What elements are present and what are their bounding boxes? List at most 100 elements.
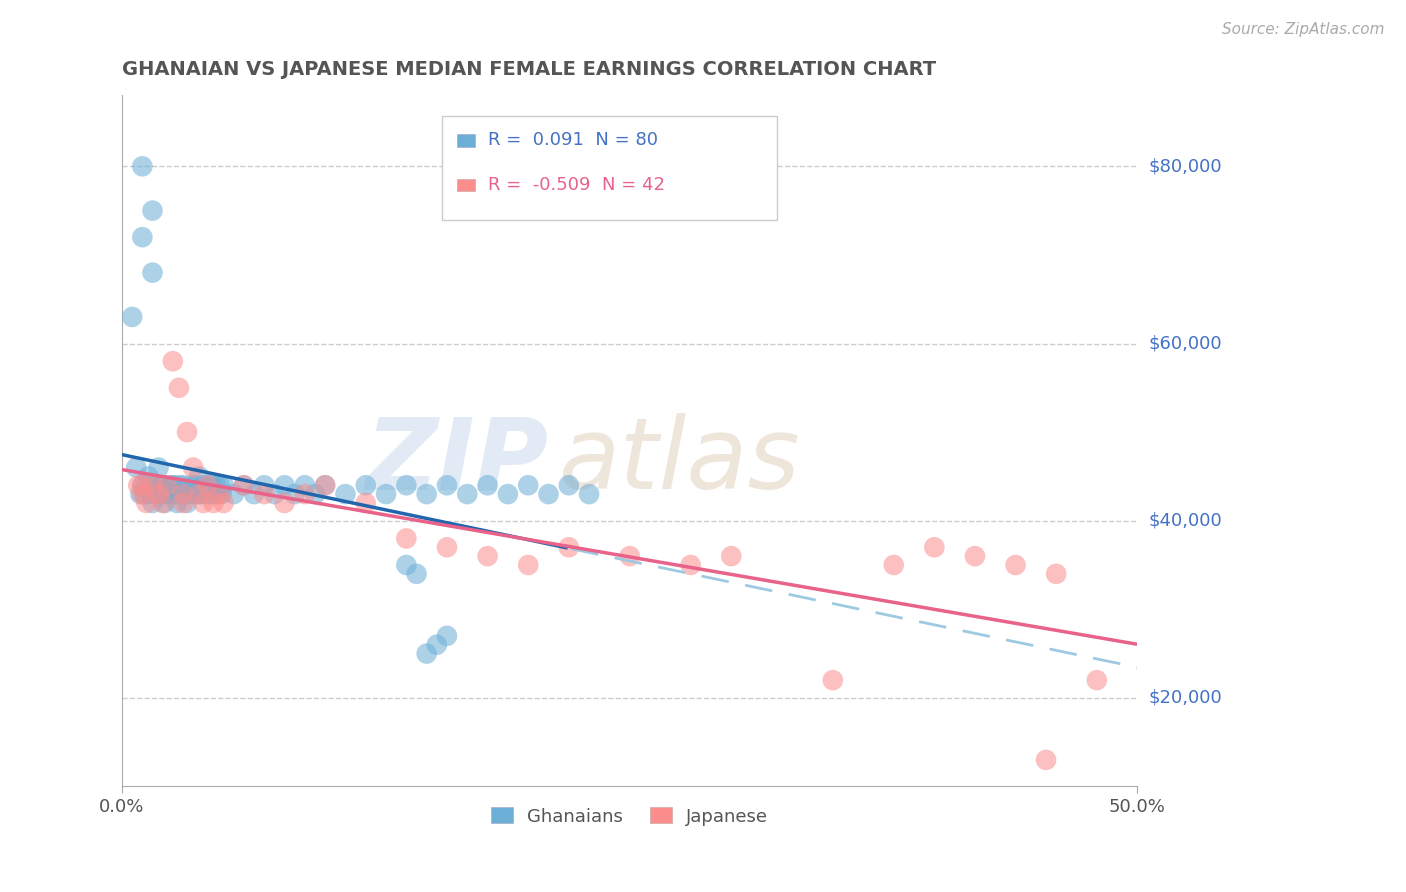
Point <box>415 487 437 501</box>
Point <box>190 487 212 501</box>
Text: GHANAIAN VS JAPANESE MEDIAN FEMALE EARNINGS CORRELATION CHART: GHANAIAN VS JAPANESE MEDIAN FEMALE EARNI… <box>122 60 936 78</box>
Point <box>174 487 197 501</box>
Text: $20,000: $20,000 <box>1149 689 1222 706</box>
Point <box>141 203 163 218</box>
Point <box>436 541 458 555</box>
Point <box>477 478 499 492</box>
Point <box>405 566 427 581</box>
Point <box>720 549 742 563</box>
Point <box>477 549 499 563</box>
Text: $40,000: $40,000 <box>1149 512 1222 530</box>
Point <box>163 487 186 501</box>
Point <box>149 487 172 501</box>
Point <box>354 496 377 510</box>
Point <box>162 478 184 492</box>
FancyBboxPatch shape <box>457 179 475 192</box>
Point <box>207 487 229 501</box>
Point <box>395 558 418 572</box>
Point <box>188 487 211 501</box>
Point <box>294 478 316 492</box>
Point <box>208 478 231 492</box>
Point <box>963 549 986 563</box>
Point <box>1004 558 1026 572</box>
Point <box>181 460 204 475</box>
Point <box>152 478 174 492</box>
Text: atlas: atlas <box>558 413 800 510</box>
Point <box>679 558 702 572</box>
Point <box>395 478 418 492</box>
Point <box>314 478 336 492</box>
Point <box>131 487 153 501</box>
Point <box>135 496 157 510</box>
Point <box>294 487 316 501</box>
Point <box>1045 566 1067 581</box>
Point <box>184 478 207 492</box>
Point <box>195 478 218 492</box>
Text: $80,000: $80,000 <box>1149 157 1222 176</box>
Point <box>172 487 194 501</box>
Point <box>211 487 233 501</box>
Point <box>121 310 143 324</box>
Point <box>148 460 170 475</box>
Point <box>188 469 211 483</box>
Point <box>193 478 215 492</box>
Point <box>517 478 540 492</box>
Point <box>558 541 581 555</box>
Point <box>129 487 152 501</box>
Point <box>167 381 190 395</box>
Point <box>253 478 276 492</box>
Point <box>354 478 377 492</box>
Point <box>883 558 905 572</box>
Point <box>134 487 156 501</box>
Point <box>135 478 157 492</box>
Point <box>152 478 174 492</box>
Point <box>212 496 235 510</box>
Point <box>198 487 221 501</box>
Point <box>335 487 357 501</box>
Point <box>157 478 180 492</box>
Point <box>426 638 449 652</box>
Point <box>186 487 208 501</box>
Point <box>314 478 336 492</box>
Point <box>145 487 167 501</box>
Point <box>180 478 202 492</box>
Point <box>222 487 245 501</box>
Point <box>159 487 181 501</box>
Point <box>172 478 194 492</box>
Point <box>202 496 225 510</box>
Point <box>141 496 163 510</box>
Point <box>172 487 194 501</box>
Point <box>141 266 163 280</box>
Point <box>131 230 153 244</box>
Point <box>162 354 184 368</box>
Point <box>131 159 153 173</box>
Point <box>176 496 198 510</box>
Point <box>578 487 600 501</box>
Point <box>436 629 458 643</box>
Point <box>304 487 326 501</box>
Point <box>131 478 153 492</box>
Point <box>202 487 225 501</box>
Point <box>1085 673 1108 688</box>
Point <box>375 487 398 501</box>
Point <box>170 487 193 501</box>
Point <box>139 487 162 501</box>
Point <box>517 558 540 572</box>
Point <box>162 478 184 492</box>
Point <box>537 487 560 501</box>
Point <box>273 478 295 492</box>
Text: Source: ZipAtlas.com: Source: ZipAtlas.com <box>1222 22 1385 37</box>
Point <box>232 478 254 492</box>
Point <box>143 478 166 492</box>
Point <box>195 478 218 492</box>
Point <box>558 478 581 492</box>
Point <box>148 487 170 501</box>
Point <box>156 478 179 492</box>
Point <box>924 541 946 555</box>
Point <box>172 496 194 510</box>
Point <box>194 487 217 501</box>
Point <box>273 496 295 510</box>
Point <box>167 478 190 492</box>
Text: R =  -0.509  N = 42: R = -0.509 N = 42 <box>488 177 665 194</box>
Point <box>496 487 519 501</box>
